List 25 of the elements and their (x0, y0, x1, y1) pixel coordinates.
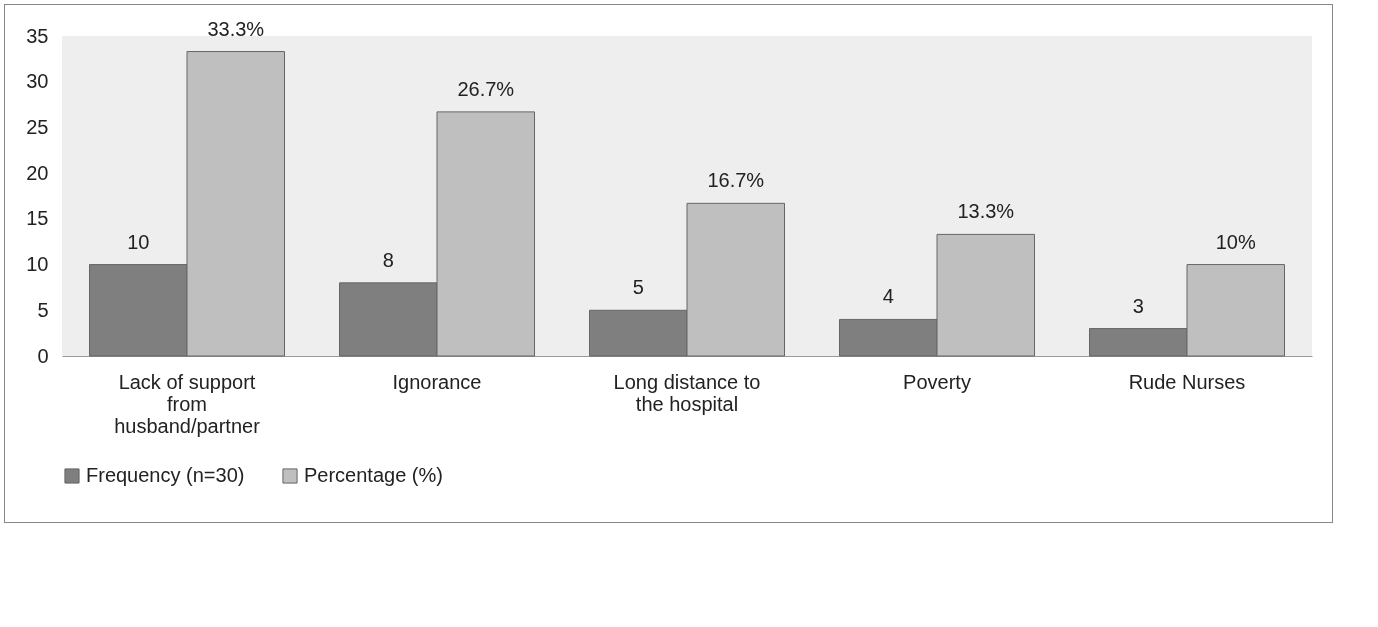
x-tick-label: Ignorance (392, 370, 482, 393)
data-label: 13.3% (957, 200, 1015, 223)
y-tick-label: 10 (26, 253, 49, 276)
y-tick-label: 0 (37, 344, 49, 367)
data-label: 3 (1132, 294, 1144, 317)
legend-label: Frequency (n=30) (86, 464, 245, 486)
y-tick-label: 5 (37, 298, 49, 321)
data-label: 8 (382, 248, 394, 271)
data-label: 16.7% (707, 169, 765, 192)
y-tick-label: 25 (26, 115, 49, 138)
data-label: 26.7% (457, 77, 515, 100)
data-label: 33.3% (207, 17, 265, 40)
y-tick-label: 20 (26, 161, 49, 184)
legend-label: Percentage (%) (304, 464, 443, 486)
x-tick-label: Lack of support from husband/partner (114, 370, 261, 437)
data-label: 5 (632, 276, 644, 299)
x-tick-label: Long distance to the hospital (613, 370, 761, 415)
data-label: 10 (127, 230, 150, 253)
x-tick-label: Rude Nurses (1128, 370, 1246, 393)
y-tick-label: 15 (26, 207, 49, 230)
x-tick-label: Poverty (903, 370, 971, 393)
y-tick-label: 35 (26, 24, 49, 47)
data-label: 4 (882, 285, 894, 308)
data-label: 10% (1215, 230, 1256, 253)
y-tick-label: 30 (26, 70, 49, 93)
